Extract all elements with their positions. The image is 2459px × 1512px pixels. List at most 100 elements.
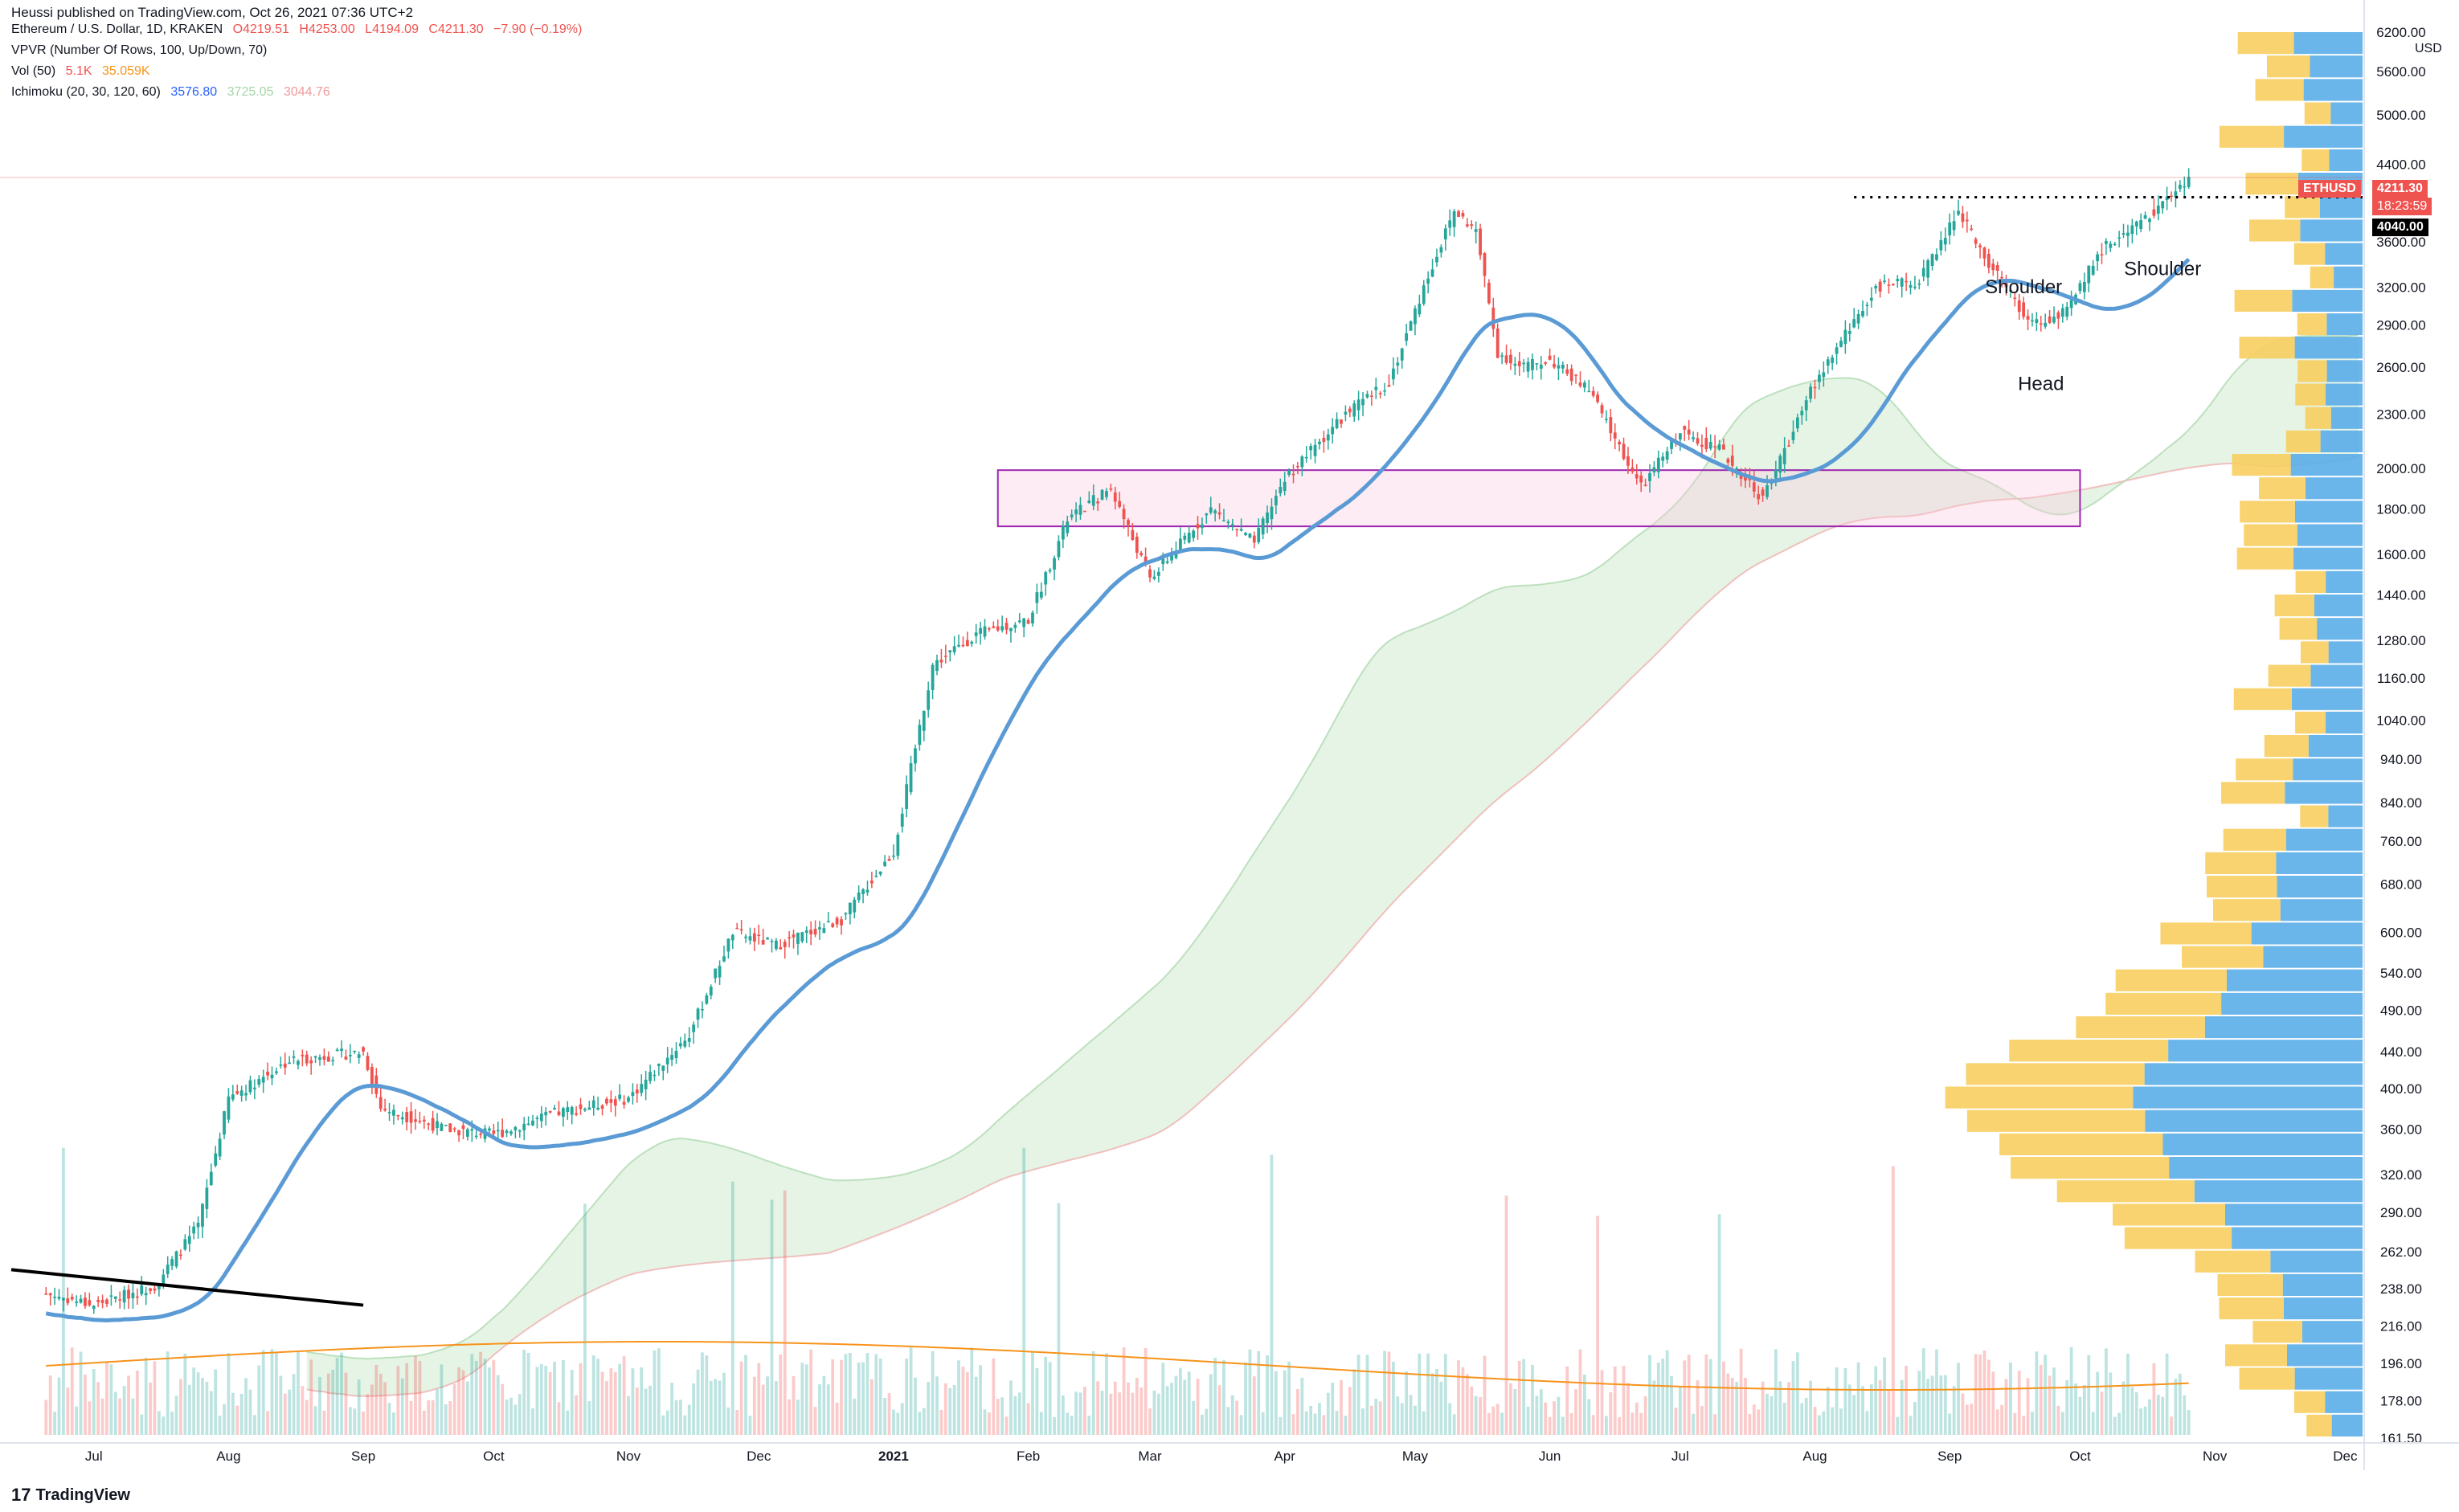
candle-body [665, 1057, 669, 1065]
candle-body [1917, 283, 1921, 285]
vpvr-down-bar [2297, 313, 2327, 336]
candle-body [618, 1094, 622, 1099]
volume-bar [1369, 1405, 1373, 1435]
volume-bar [2031, 1412, 2034, 1435]
volume-bar [2056, 1405, 2060, 1435]
candle-body [1078, 505, 1082, 515]
volume-bar [2156, 1395, 2160, 1435]
pattern-annotations: Shoulder Head Shoulder [1985, 259, 2201, 395]
candle-body [579, 1104, 583, 1109]
candle-body [735, 927, 739, 930]
candle-body [1365, 394, 1369, 398]
volume-legend[interactable]: Vol (50) 5.1K 35.059K [11, 64, 157, 79]
volume-bar [1244, 1362, 1247, 1435]
candle-body [1266, 512, 1269, 524]
candle-body [939, 659, 943, 663]
volume-bar [922, 1408, 926, 1435]
candle-body [1522, 362, 1526, 365]
vpvr-down-bar [2304, 102, 2331, 125]
ticker-tag: ETHUSD [2298, 180, 2361, 198]
ichimoku-value-1: 3576.80 [170, 85, 218, 99]
candle-body [313, 1056, 317, 1058]
volume-bar [1439, 1381, 1443, 1435]
candle-body [1639, 476, 1643, 483]
volume-bar [1600, 1370, 1604, 1435]
candle-body [600, 1105, 604, 1109]
vpvr-up-bar [2314, 595, 2363, 617]
time-tick-label: Jun [1539, 1449, 1561, 1464]
vpvr-down-bar [2182, 946, 2264, 968]
vpvr-up-bar [2293, 32, 2363, 55]
candle-body [1483, 253, 1487, 276]
volume-bar [305, 1400, 309, 1435]
time-tick-label: Aug [216, 1449, 240, 1464]
candle-body [709, 987, 713, 996]
vpvr-down-bar [2305, 407, 2331, 429]
volume-bar [2087, 1355, 2091, 1435]
volume-bar [918, 1412, 922, 1435]
price-tick-label: 760.00 [2380, 834, 2422, 849]
candle-body [1509, 354, 1512, 364]
candle-body [1217, 512, 1221, 515]
volume-bar [105, 1363, 108, 1435]
candle-body [970, 641, 974, 644]
volume-bar [2065, 1379, 2069, 1435]
volume-bar [57, 1377, 61, 1435]
vpvr-down-bar [2306, 1414, 2332, 1436]
volume-bar [1348, 1387, 1352, 1435]
vpvr-down-bar [2195, 1250, 2271, 1273]
volume-bar [183, 1353, 187, 1435]
candle-body [252, 1087, 256, 1089]
volume-bar [214, 1369, 218, 1435]
candle-body [79, 1298, 83, 1303]
candle-body [679, 1043, 682, 1047]
ichimoku-legend[interactable]: Ichimoku (20, 30, 120, 60) 3576.80 3725.… [11, 85, 337, 100]
candle-body [1656, 457, 1660, 472]
price-axis[interactable]: 6200.00 5600.00 5000.00 4400.00 3600.00 3200.… [2363, 0, 2426, 1470]
candle-body [1487, 282, 1491, 304]
candle-body [292, 1056, 296, 1058]
volume-bar [113, 1391, 117, 1435]
candle-body [418, 1121, 422, 1122]
volume-bar [1035, 1367, 1039, 1435]
vpvr-legend[interactable]: VPVR (Number Of Rows, 100, Up/Down, 70) [11, 43, 273, 58]
volume-bar [779, 1355, 783, 1435]
volume-bar [1356, 1355, 1360, 1435]
volume-bar [1170, 1383, 1173, 1435]
volume-bar [1652, 1380, 1656, 1435]
vpvr-down-bar [2212, 899, 2281, 922]
price-tick-label: 262.00 [2380, 1244, 2422, 1260]
volume-bar [196, 1372, 200, 1435]
volume-bar [892, 1409, 895, 1435]
tradingview-logo[interactable]: 17 TradingView [11, 1485, 130, 1506]
volume-bar [570, 1370, 574, 1435]
cloud-span-a [306, 333, 2359, 1360]
volume-bar [1905, 1366, 1908, 1435]
vpvr-up-bar [2334, 266, 2363, 288]
volume-bar [618, 1363, 622, 1435]
volume-bar [561, 1359, 565, 1435]
candle-body [775, 940, 778, 950]
volume-bar [2000, 1404, 2003, 1435]
candle-body [1856, 313, 1860, 324]
candle-body [209, 1171, 213, 1186]
candle-body [270, 1074, 274, 1079]
volume-bar [405, 1363, 409, 1435]
time-axis[interactable]: Jul Aug Sep Oct Nov Dec 2021 Feb Mar Apr May Jun Jul… [0, 1442, 2459, 1464]
volume-bar [1048, 1362, 1052, 1435]
candle-body [1761, 489, 1765, 496]
candle-body [848, 902, 852, 915]
volume-bar [1986, 1359, 1991, 1435]
volume-bar [1365, 1355, 1369, 1435]
vpvr-down-bar [2219, 125, 2285, 148]
volume-bar [1578, 1349, 1582, 1435]
candle-body [66, 1298, 70, 1304]
volume-bar [835, 1402, 839, 1435]
volume-bar [1865, 1411, 1869, 1435]
volume-bar [1539, 1389, 1543, 1435]
candle-body [800, 932, 804, 942]
volume-bar [88, 1401, 92, 1435]
price-tick-label: 5000.00 [2376, 108, 2425, 123]
volume-bar [718, 1380, 722, 1435]
